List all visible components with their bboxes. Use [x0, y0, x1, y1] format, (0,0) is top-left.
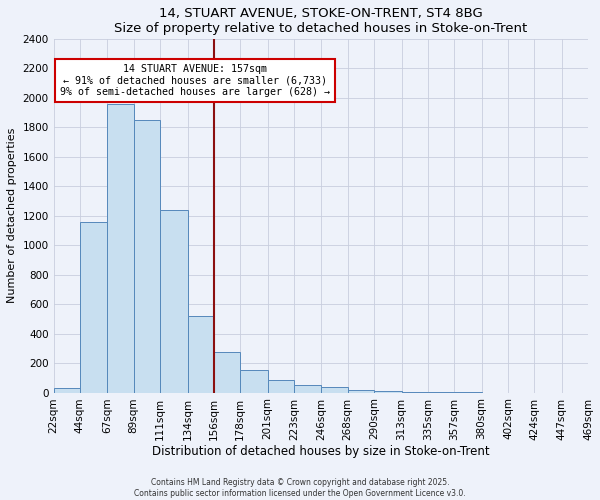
Bar: [374, 391, 401, 392]
Bar: [53, 388, 80, 392]
Bar: [240, 370, 268, 392]
Bar: [80, 222, 107, 392]
Bar: [214, 352, 240, 393]
Bar: [160, 210, 188, 392]
Text: 14 STUART AVENUE: 157sqm
← 91% of detached houses are smaller (6,733)
9% of semi: 14 STUART AVENUE: 157sqm ← 91% of detach…: [60, 64, 330, 97]
Text: Contains HM Land Registry data © Crown copyright and database right 2025.
Contai: Contains HM Land Registry data © Crown c…: [134, 478, 466, 498]
Bar: [188, 316, 214, 392]
Bar: [294, 386, 322, 392]
Bar: [107, 104, 134, 393]
Bar: [348, 390, 374, 392]
Y-axis label: Number of detached properties: Number of detached properties: [7, 128, 17, 304]
Bar: [268, 380, 294, 392]
Bar: [322, 387, 348, 392]
Bar: [134, 120, 160, 392]
X-axis label: Distribution of detached houses by size in Stoke-on-Trent: Distribution of detached houses by size …: [152, 445, 490, 458]
Title: 14, STUART AVENUE, STOKE-ON-TRENT, ST4 8BG
Size of property relative to detached: 14, STUART AVENUE, STOKE-ON-TRENT, ST4 8…: [114, 7, 527, 35]
